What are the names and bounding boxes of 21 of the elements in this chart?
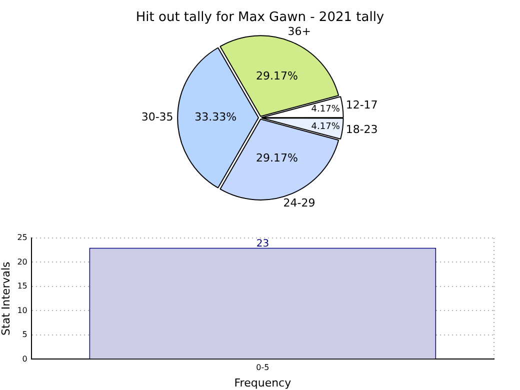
- y-tick-label: 5: [22, 330, 28, 340]
- x-tick-label: 0-5: [256, 363, 270, 372]
- slice-label: 24-29: [283, 196, 316, 210]
- slice-label: 18-23: [346, 122, 378, 136]
- x-axis-title: Frequency: [234, 376, 292, 390]
- slice-label: 36+: [288, 25, 311, 38]
- y-tick-label: 10: [17, 306, 28, 315]
- data-label: 4.17%: [311, 104, 340, 115]
- data-label: 4.17%: [311, 122, 340, 132]
- slice-label: 30-35: [141, 110, 174, 124]
- y-tick-label: 15: [17, 282, 28, 291]
- chart-title: Hit out tally for Max Gawn - 2021 tally: [136, 10, 384, 26]
- slice-label: 12-17: [346, 98, 378, 112]
- data-label: 29.17%: [256, 70, 298, 83]
- y-tick-label: 20: [17, 257, 28, 266]
- y-tick-label: 0: [22, 354, 28, 364]
- data-label: 23: [256, 238, 270, 250]
- y-tick-label: 25: [17, 233, 28, 242]
- data-label: 33.33%: [194, 110, 237, 124]
- y-axis-title: Stat Intervals: [0, 261, 12, 336]
- data-label: 29.17%: [256, 152, 298, 165]
